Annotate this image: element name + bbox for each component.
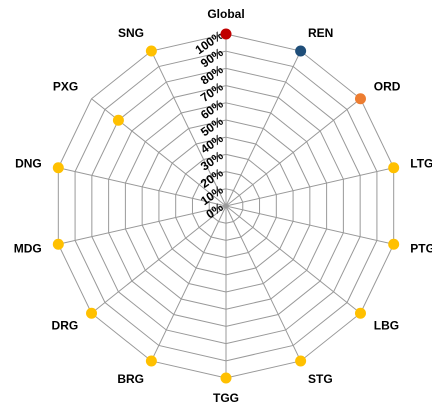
- data-point-mdg: [52, 238, 64, 250]
- axis-labels: Global REN ORD LTG PTG LBG STG TGG BRG DRG MDG DNG P…: [14, 7, 432, 405]
- data-point-dng: [52, 162, 64, 174]
- axis-spoke: [225, 98, 361, 207]
- data-point-global: [220, 28, 232, 40]
- axis-label-global: Global: [207, 7, 244, 21]
- axis-spoke: [58, 167, 227, 207]
- axis-spoke: [150, 50, 227, 207]
- axis-label-pxg: PXG: [53, 79, 78, 93]
- data-point-stg: [295, 355, 307, 367]
- axis-spoke: [225, 50, 302, 207]
- axis-label-brg: BRG: [117, 372, 144, 386]
- radar-spokes: [58, 34, 394, 378]
- axis-label-ord: ORD: [374, 79, 401, 93]
- radial-tick-labels: 0%10%20%30%40%50%60%70%80%90%100%: [193, 28, 226, 222]
- axis-label-drg: DRG: [52, 319, 79, 333]
- data-point-brg: [145, 355, 157, 367]
- axis-label-ren: REN: [308, 26, 333, 40]
- axis-label-sng: SNG: [118, 26, 144, 40]
- data-point-tgg: [220, 372, 232, 384]
- data-point-ord: [354, 93, 366, 105]
- axis-label-tgg: TGG: [213, 391, 239, 405]
- axis-spoke: [225, 167, 394, 207]
- axis-spoke: [150, 205, 227, 362]
- axis-label-ptg: PTG: [410, 242, 432, 256]
- data-points: [52, 28, 400, 384]
- axis-label-ltg: LTG: [410, 156, 432, 170]
- data-point-lbg: [354, 307, 366, 319]
- axis-label-lbg: LBG: [374, 319, 399, 333]
- axis-label-dng: DNG: [15, 156, 42, 170]
- axis-spoke: [91, 98, 227, 207]
- data-point-pxg: [112, 114, 124, 126]
- data-point-ltg: [388, 162, 400, 174]
- data-point-drg: [86, 307, 98, 319]
- axis-label-stg: STG: [308, 372, 333, 386]
- data-point-sng: [145, 45, 157, 57]
- axis-spoke: [58, 205, 227, 245]
- axis-spoke: [225, 205, 361, 314]
- axis-spoke: [91, 205, 227, 314]
- axis-label-mdg: MDG: [14, 242, 42, 256]
- axis-spoke: [225, 205, 394, 245]
- axis-spoke: [225, 205, 302, 362]
- data-point-ptg: [388, 238, 400, 250]
- data-point-ren: [295, 45, 307, 57]
